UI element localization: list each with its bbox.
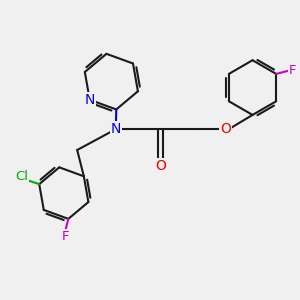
Text: F: F (61, 230, 69, 243)
Text: N: N (111, 122, 121, 136)
Text: Cl: Cl (15, 170, 28, 183)
Text: O: O (220, 122, 231, 136)
Text: N: N (85, 93, 95, 107)
Text: F: F (289, 64, 297, 77)
Text: O: O (155, 159, 166, 173)
